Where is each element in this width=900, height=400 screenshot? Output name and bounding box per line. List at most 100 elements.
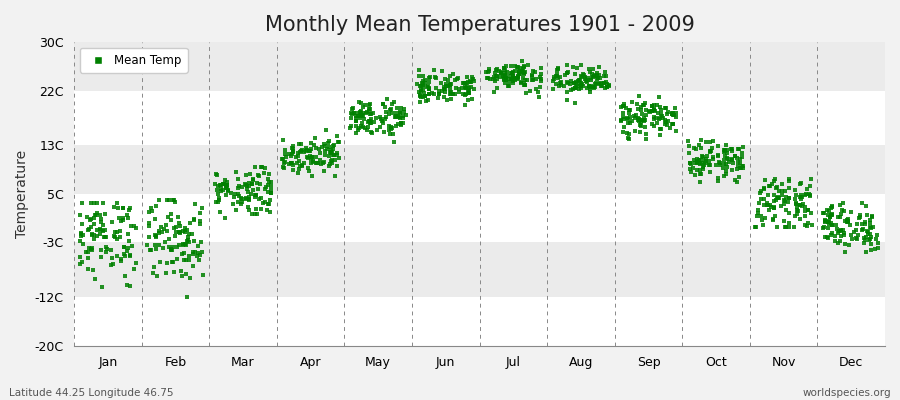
- Point: [500, 76, 515, 82]
- Point: [314, 161, 328, 167]
- Point: [665, 111, 680, 117]
- Point: [345, 115, 359, 122]
- Point: [625, 118, 639, 125]
- Point: [775, 188, 789, 195]
- Point: [431, 88, 446, 95]
- Point: [73, 238, 87, 244]
- Point: [241, 183, 256, 189]
- Point: [716, 147, 731, 154]
- Point: [164, 246, 178, 252]
- Point: [621, 135, 635, 142]
- Point: [253, 181, 267, 187]
- Point: [117, 251, 131, 257]
- Point: [94, 218, 108, 225]
- Point: [653, 104, 668, 110]
- Point: [462, 90, 476, 96]
- Point: [302, 148, 316, 154]
- Point: [532, 94, 546, 100]
- Point: [86, 232, 101, 238]
- Point: [262, 201, 276, 208]
- Point: [871, 245, 886, 252]
- Point: [482, 68, 497, 74]
- Point: [419, 84, 434, 90]
- Point: [166, 259, 180, 265]
- Point: [422, 85, 436, 91]
- Point: [304, 172, 319, 179]
- Point: [781, 224, 796, 230]
- Point: [499, 75, 513, 82]
- Point: [770, 195, 784, 201]
- Point: [230, 191, 245, 198]
- Point: [862, 230, 877, 237]
- Point: [497, 65, 511, 71]
- Point: [583, 69, 598, 76]
- Point: [617, 116, 632, 123]
- Point: [505, 76, 519, 82]
- Point: [284, 160, 299, 166]
- Point: [360, 127, 374, 134]
- Point: [239, 186, 254, 192]
- Point: [81, 254, 95, 261]
- Point: [299, 145, 313, 152]
- Point: [561, 70, 575, 76]
- Point: [443, 82, 457, 89]
- Point: [768, 213, 782, 219]
- Point: [322, 163, 337, 170]
- Point: [573, 77, 588, 84]
- Point: [356, 104, 371, 110]
- Point: [450, 76, 464, 82]
- Point: [160, 197, 175, 203]
- Point: [284, 152, 299, 159]
- Point: [437, 89, 452, 95]
- Point: [309, 144, 323, 151]
- Point: [630, 100, 644, 107]
- Point: [621, 120, 635, 126]
- Point: [458, 85, 473, 92]
- Point: [219, 185, 233, 192]
- Point: [518, 80, 532, 86]
- Point: [614, 118, 628, 125]
- Point: [576, 70, 590, 77]
- Point: [728, 153, 742, 159]
- Point: [173, 230, 187, 236]
- Point: [637, 102, 652, 108]
- Point: [651, 110, 665, 116]
- Point: [734, 164, 748, 171]
- Point: [754, 188, 769, 194]
- Point: [850, 221, 865, 227]
- Point: [412, 73, 427, 79]
- Point: [285, 166, 300, 173]
- Point: [690, 157, 705, 164]
- Point: [818, 217, 832, 223]
- Point: [571, 78, 585, 84]
- Point: [230, 169, 244, 176]
- Point: [574, 74, 589, 80]
- Point: [171, 213, 185, 220]
- Point: [369, 127, 383, 134]
- Point: [321, 140, 336, 146]
- Point: [501, 82, 516, 89]
- Point: [326, 146, 340, 152]
- Point: [157, 225, 171, 232]
- Point: [348, 129, 363, 136]
- Point: [805, 222, 819, 228]
- Point: [81, 249, 95, 256]
- Point: [148, 246, 163, 252]
- Point: [693, 178, 707, 185]
- Point: [763, 183, 778, 189]
- Point: [459, 84, 473, 91]
- Point: [689, 160, 704, 166]
- Point: [113, 218, 128, 224]
- Point: [667, 112, 681, 118]
- Point: [702, 148, 716, 155]
- Point: [413, 99, 428, 105]
- Point: [81, 266, 95, 272]
- Point: [756, 186, 770, 192]
- Point: [216, 181, 230, 187]
- Point: [577, 72, 591, 78]
- Point: [789, 204, 804, 210]
- Point: [344, 122, 358, 129]
- Point: [842, 242, 856, 248]
- Point: [95, 284, 110, 290]
- Point: [722, 159, 736, 165]
